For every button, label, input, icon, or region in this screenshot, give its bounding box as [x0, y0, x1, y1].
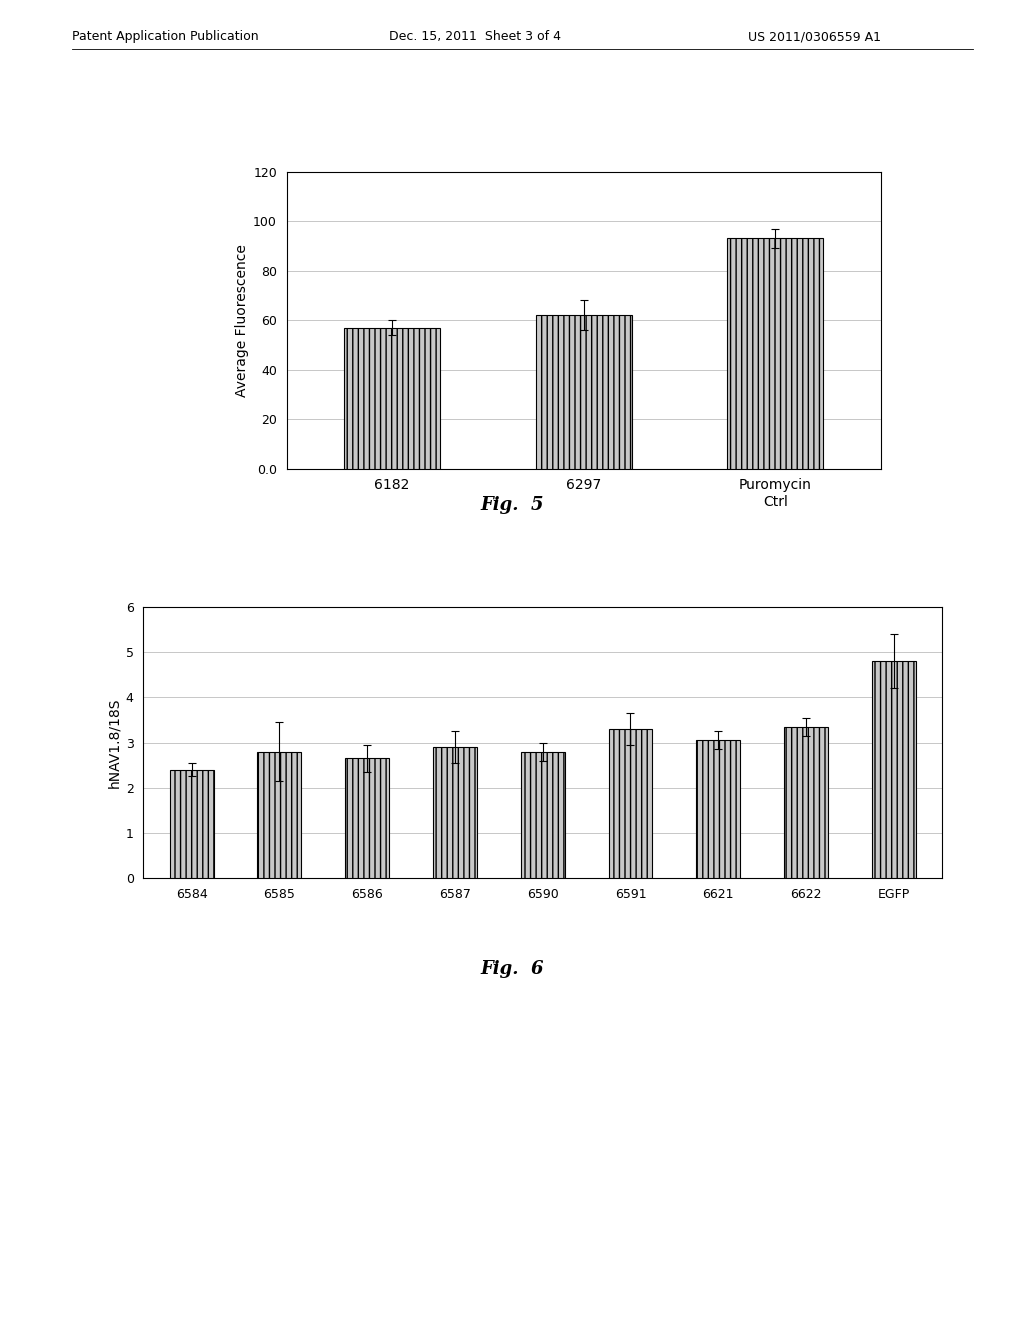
Text: Fig.  5: Fig. 5: [480, 495, 544, 513]
Bar: [784, 727, 828, 878]
Bar: [345, 758, 389, 878]
Y-axis label: hNAV1.8/18S: hNAV1.8/18S: [108, 697, 122, 788]
Text: Fig.  6: Fig. 6: [480, 960, 544, 978]
Text: Patent Application Publication: Patent Application Publication: [72, 30, 258, 44]
Bar: [727, 239, 823, 469]
Bar: [170, 770, 214, 878]
Text: Dec. 15, 2011  Sheet 3 of 4: Dec. 15, 2011 Sheet 3 of 4: [389, 30, 561, 44]
Bar: [344, 327, 440, 469]
Bar: [433, 747, 477, 878]
Y-axis label: Average Fluorescence: Average Fluorescence: [234, 244, 249, 396]
Bar: [257, 751, 301, 878]
Bar: [696, 741, 740, 878]
Bar: [536, 315, 632, 469]
Bar: [521, 751, 564, 878]
Bar: [608, 729, 652, 878]
Bar: [871, 661, 915, 878]
Text: US 2011/0306559 A1: US 2011/0306559 A1: [748, 30, 881, 44]
